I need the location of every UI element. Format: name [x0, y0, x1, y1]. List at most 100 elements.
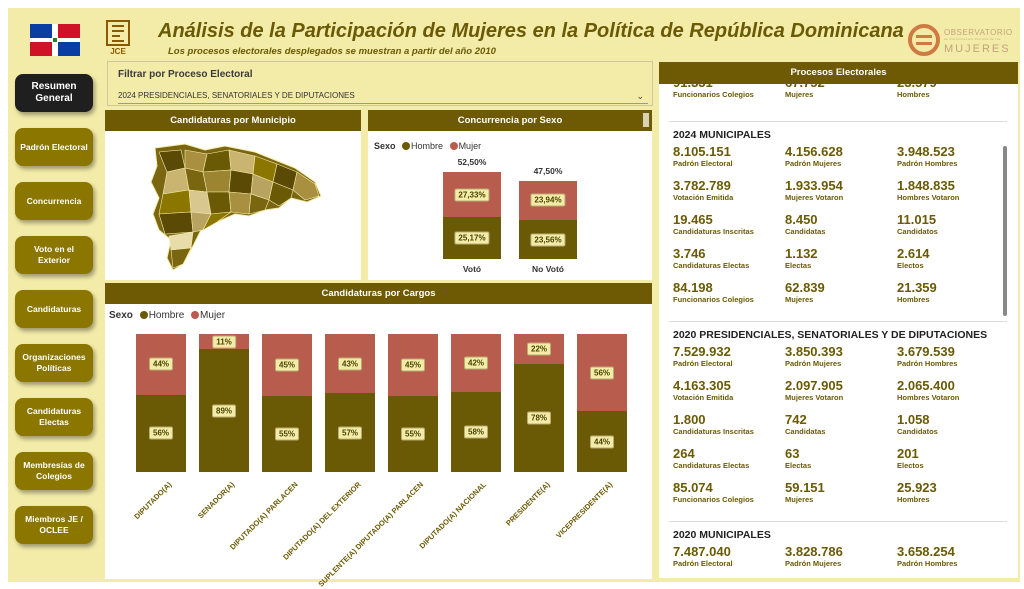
nav-candidaturas-electas[interactable]: Candidaturas Electas: [15, 398, 93, 436]
stat-card[interactable]: 21.359 Hombres: [897, 281, 1007, 305]
stat-label[interactable]: Candidaturas Inscritas: [673, 427, 783, 437]
stat-label[interactable]: Padrón Electoral: [673, 559, 783, 569]
stat-value[interactable]: 1.132: [785, 247, 895, 261]
data-label[interactable]: 11%: [212, 335, 236, 348]
stat-value[interactable]: 4.156.628: [785, 145, 895, 159]
stat-label[interactable]: Padrón Hombres: [897, 359, 1007, 369]
stat-card[interactable]: 4.156.628 Padrón Mujeres: [785, 145, 895, 169]
stat-value[interactable]: 7.529.932: [673, 345, 783, 359]
stat-value[interactable]: 84.198: [673, 281, 783, 295]
stat-card[interactable]: 23.579Hombres: [897, 83, 1007, 100]
nav-padron-electoral[interactable]: Padrón Electoral: [15, 128, 93, 166]
stat-label[interactable]: Candidatas: [785, 227, 895, 237]
stat-label[interactable]: Candidaturas Inscritas: [673, 227, 783, 237]
stat-card[interactable]: 1.848.835 Hombres Votaron: [897, 179, 1007, 203]
stat-label[interactable]: Padrón Hombres: [897, 159, 1007, 169]
procesos-scrollbar[interactable]: [1003, 146, 1007, 316]
nav-membresias-colegios[interactable]: Membresías de Colegios: [15, 452, 93, 490]
stat-value[interactable]: 264: [673, 447, 783, 461]
stat-card[interactable]: 3.746 Candidaturas Electas: [673, 247, 783, 271]
stat-label[interactable]: Funcionarios Colegios: [673, 295, 783, 305]
municipio-map[interactable]: [145, 138, 325, 273]
section-title[interactable]: 2024 MUNICIPALES: [673, 129, 771, 141]
stat-card[interactable]: 91.331Funcionarios Colegios: [673, 83, 783, 100]
stat-label[interactable]: Votación Emitida: [673, 193, 783, 203]
category-label[interactable]: Votó: [463, 264, 481, 274]
stat-value[interactable]: 1.058: [897, 413, 1007, 427]
stat-label[interactable]: Funcionarios Colegios: [673, 90, 783, 100]
stat-card[interactable]: 3.658.254 Padrón Hombres: [897, 545, 1007, 569]
stat-card[interactable]: 59.151 Mujeres: [785, 481, 895, 505]
stat-card[interactable]: 7.487.040 Padrón Electoral: [673, 545, 783, 569]
stat-label[interactable]: Electos: [897, 261, 1007, 271]
stat-card[interactable]: 1.800 Candidaturas Inscritas: [673, 413, 783, 437]
category-label[interactable]: VICEPRESIDENTE(A): [554, 480, 614, 540]
stat-label[interactable]: Padrón Electoral: [673, 359, 783, 369]
stat-card[interactable]: 264 Candidaturas Electas: [673, 447, 783, 471]
stat-value[interactable]: 2.097.905: [785, 379, 895, 393]
stat-label[interactable]: Hombres: [897, 295, 1007, 305]
section-title[interactable]: 2020 PRESIDENCIALES, SENATORIALES Y DE D…: [673, 329, 987, 341]
total-label[interactable]: 52,50%: [458, 157, 487, 167]
stat-card[interactable]: 1.058 Candidatos: [897, 413, 1007, 437]
stat-label[interactable]: Candidaturas Electas: [673, 461, 783, 471]
data-label[interactable]: 89%: [212, 404, 236, 417]
stat-card[interactable]: 4.163.305 Votación Emitida: [673, 379, 783, 403]
nav-organizaciones-politicas[interactable]: Organizaciones Políticas: [15, 344, 93, 382]
stat-card[interactable]: 62.839 Mujeres: [785, 281, 895, 305]
stat-card[interactable]: 3.679.539 Padrón Hombres: [897, 345, 1007, 369]
stat-card[interactable]: 3.828.786 Padrón Mujeres: [785, 545, 895, 569]
stat-label[interactable]: Candidatos: [897, 227, 1007, 237]
data-label[interactable]: 42%: [464, 356, 488, 369]
stat-card[interactable]: 8.105.151 Padrón Electoral: [673, 145, 783, 169]
stat-value[interactable]: 11.015: [897, 213, 1007, 227]
data-label[interactable]: 55%: [401, 428, 425, 441]
panel-scroll-handle[interactable]: [643, 113, 649, 127]
stat-value[interactable]: 25.923: [897, 481, 1007, 495]
data-label[interactable]: 22%: [527, 343, 551, 356]
section-separator[interactable]: [669, 521, 1007, 522]
stat-label[interactable]: Hombres Votaron: [897, 193, 1007, 203]
stat-card[interactable]: 25.923 Hombres: [897, 481, 1007, 505]
stat-value[interactable]: 91.331: [673, 83, 783, 90]
stat-value[interactable]: 1.933.954: [785, 179, 895, 193]
stat-value[interactable]: 2.614: [897, 247, 1007, 261]
stat-label[interactable]: Mujeres Votaron: [785, 393, 895, 403]
nav-miembros-je-oclee[interactable]: Miembros JE / OCLEE: [15, 506, 93, 544]
stat-card[interactable]: 742 Candidatas: [785, 413, 895, 437]
stat-label[interactable]: Padrón Electoral: [673, 159, 783, 169]
nav-candidaturas[interactable]: Candidaturas: [15, 290, 93, 328]
stat-value[interactable]: 2.065.400: [897, 379, 1007, 393]
category-label[interactable]: DIPUTADO(A) PARLACEN: [228, 480, 300, 552]
stat-value[interactable]: 67.752: [785, 83, 895, 90]
stat-card[interactable]: 1.132 Electas: [785, 247, 895, 271]
stat-label[interactable]: Padrón Hombres: [897, 559, 1007, 569]
stat-value[interactable]: 3.679.539: [897, 345, 1007, 359]
stat-card[interactable]: 8.450 Candidatas: [785, 213, 895, 237]
stat-label[interactable]: Hombres Votaron: [897, 393, 1007, 403]
stat-value[interactable]: 3.850.393: [785, 345, 895, 359]
stat-value[interactable]: 4.163.305: [673, 379, 783, 393]
stat-label[interactable]: Padrón Mujeres: [785, 359, 895, 369]
stat-value[interactable]: 3.782.789: [673, 179, 783, 193]
stat-label[interactable]: Candidatas: [785, 427, 895, 437]
stat-card[interactable]: 63 Electas: [785, 447, 895, 471]
stat-label[interactable]: Candidaturas Electas: [673, 261, 783, 271]
data-label[interactable]: 25,17%: [454, 232, 489, 245]
stat-label[interactable]: Mujeres: [785, 90, 895, 100]
stat-label[interactable]: Electas: [785, 261, 895, 271]
stat-value[interactable]: 62.839: [785, 281, 895, 295]
data-label[interactable]: 44%: [590, 435, 614, 448]
total-label[interactable]: 47,50%: [534, 166, 563, 176]
stat-label[interactable]: Mujeres: [785, 495, 895, 505]
stat-card[interactable]: 85.074 Funcionarios Colegios: [673, 481, 783, 505]
stat-card[interactable]: 201 Electos: [897, 447, 1007, 471]
stat-label[interactable]: Funcionarios Colegios: [673, 495, 783, 505]
stat-value[interactable]: 201: [897, 447, 1007, 461]
stat-label[interactable]: Electos: [897, 461, 1007, 471]
category-label[interactable]: SENADOR(A): [196, 480, 236, 520]
stat-card[interactable]: 2.614 Electos: [897, 247, 1007, 271]
stat-label[interactable]: Hombres: [897, 90, 1007, 100]
stat-value[interactable]: 19.465: [673, 213, 783, 227]
stat-label[interactable]: Votación Emitida: [673, 393, 783, 403]
